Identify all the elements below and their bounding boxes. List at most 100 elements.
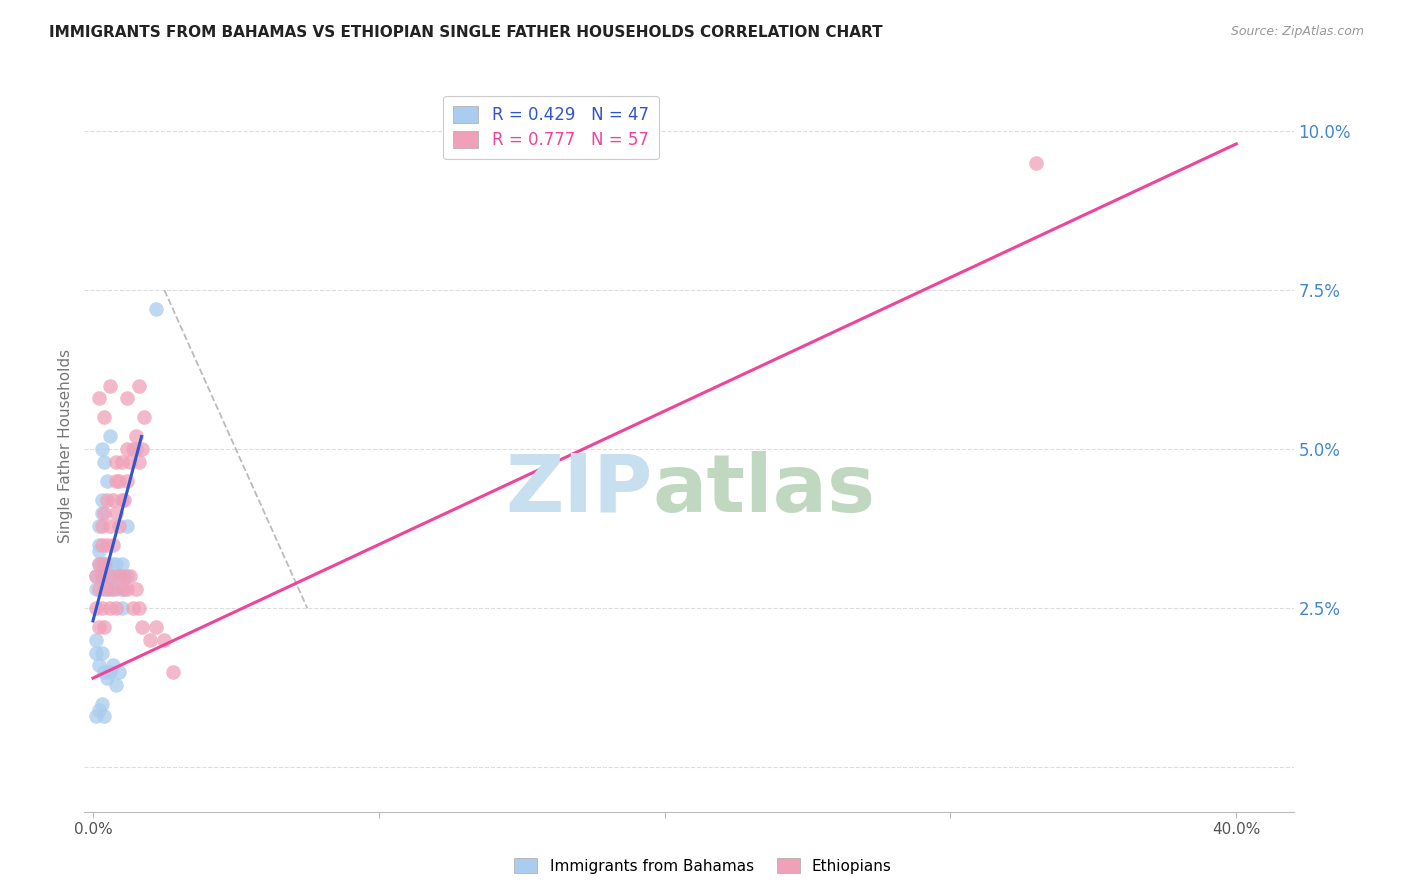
Point [107,474,129,488]
Point [96,538,118,552]
Point [115,392,138,406]
Point [87,703,110,717]
Point [90,518,112,533]
Point [101,658,124,673]
Point [101,569,124,583]
Point [87,544,110,558]
Point [90,697,112,711]
Text: Source: ZipAtlas.com: Source: ZipAtlas.com [1230,25,1364,38]
Point [107,569,129,583]
Point [90,493,112,508]
Point [122,601,145,615]
Point [96,493,118,508]
Point [131,442,153,457]
Point [93,620,115,634]
Point [87,620,110,634]
Point [98,665,121,679]
Point [84,646,107,660]
Point [104,601,127,615]
Point [110,455,132,469]
Point [110,601,132,615]
Point [87,538,110,552]
Point [87,582,110,596]
Point [104,474,127,488]
Point [96,569,118,583]
Point [162,665,184,679]
Point [98,569,121,583]
Point [125,582,148,596]
Point [110,557,132,571]
Point [101,538,124,552]
Point [96,474,118,488]
Point [110,493,132,508]
Point [96,557,118,571]
Point [104,506,127,520]
Point [112,493,135,508]
Point [84,709,107,723]
Point [98,378,121,392]
Point [115,474,138,488]
Point [93,506,115,520]
Point [98,582,121,596]
Legend: Immigrants from Bahamas, Ethiopians: Immigrants from Bahamas, Ethiopians [509,852,897,880]
Point [96,582,118,596]
Point [93,557,115,571]
Point [93,569,115,583]
Point [90,442,112,457]
Point [104,455,127,469]
Point [87,557,110,571]
Point [107,518,129,533]
Text: IMMIGRANTS FROM BAHAMAS VS ETHIOPIAN SINGLE FATHER HOUSEHOLDS CORRELATION CHART: IMMIGRANTS FROM BAHAMAS VS ETHIOPIAN SIN… [49,25,883,40]
Point [120,455,142,469]
Point [90,569,112,583]
Text: ZIP: ZIP [505,450,652,529]
Point [101,582,124,596]
Point [90,601,112,615]
Point [134,410,156,425]
Point [93,410,115,425]
Point [107,569,129,583]
Point [112,582,135,596]
Point [115,582,138,596]
Point [115,518,138,533]
Point [84,632,107,647]
Point [93,455,115,469]
Point [90,646,112,660]
Legend: R = 0.429   N = 47, R = 0.777   N = 57: R = 0.429 N = 47, R = 0.777 N = 57 [443,96,658,159]
Point [145,620,167,634]
Point [87,518,110,533]
Point [128,601,150,615]
Point [84,601,107,615]
Point [104,557,127,571]
Point [98,518,121,533]
Point [98,429,121,443]
Point [128,455,150,469]
Point [84,569,107,583]
Point [131,620,153,634]
Point [84,569,107,583]
Point [153,632,176,647]
Text: atlas: atlas [652,450,876,529]
Point [122,442,145,457]
Point [1025,156,1047,170]
Point [90,506,112,520]
Point [120,569,142,583]
Point [104,677,127,691]
Point [101,493,124,508]
Point [93,557,115,571]
Point [87,557,110,571]
Point [104,582,127,596]
Point [101,557,124,571]
Point [125,442,148,457]
Point [125,429,148,443]
Point [98,569,121,583]
Point [96,671,118,685]
Point [90,557,112,571]
Point [145,302,167,317]
Point [90,538,112,552]
Point [87,392,110,406]
Point [93,582,115,596]
Point [90,569,112,583]
Point [93,665,115,679]
Point [112,569,135,583]
